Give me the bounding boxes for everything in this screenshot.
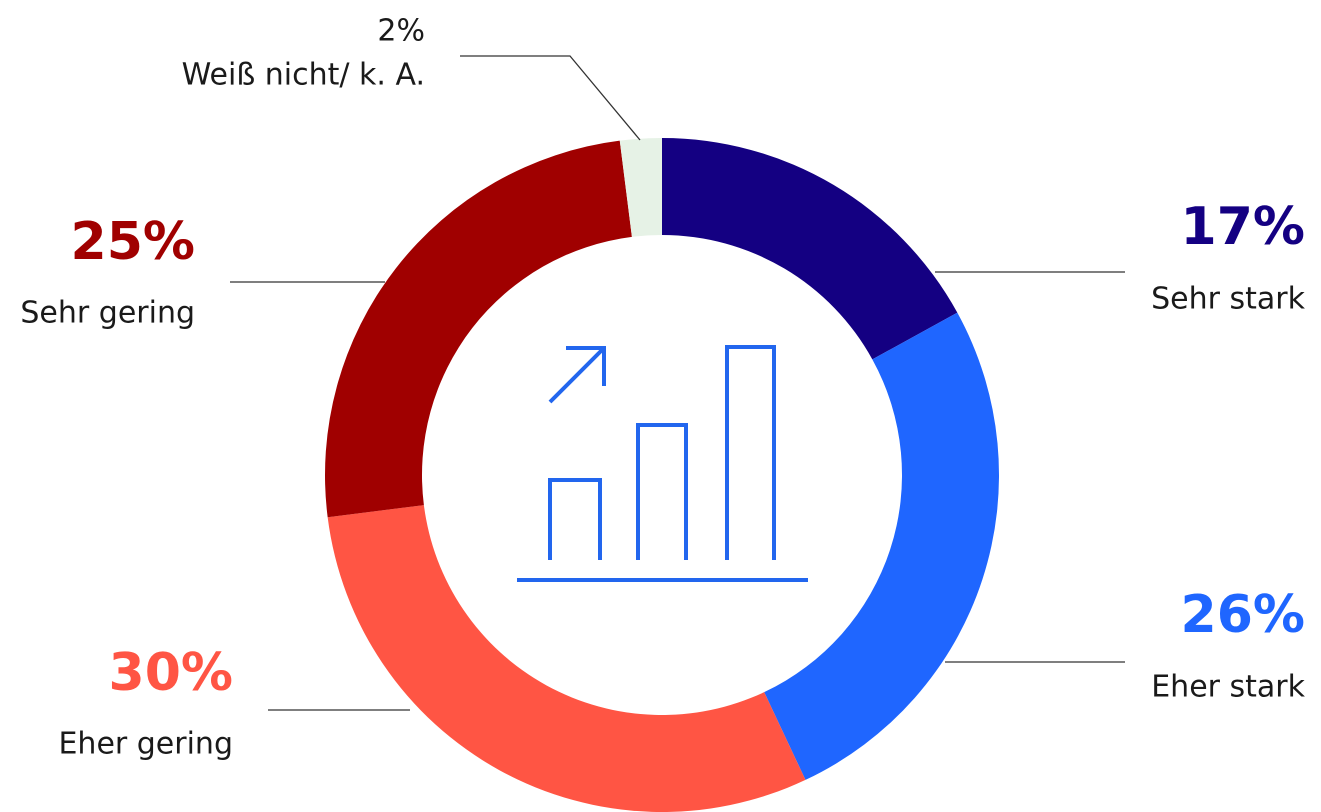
category-label: Sehr stark [1151, 282, 1305, 317]
donut-slice [619, 138, 662, 237]
donut-slice [327, 505, 806, 812]
category-label: Eher gering [58, 727, 233, 762]
value-label: 26% [1181, 585, 1305, 645]
category-label: Sehr gering [20, 296, 195, 331]
donut-slice [325, 140, 632, 518]
center-icon [517, 345, 808, 582]
leader-line [460, 55, 641, 141]
category-label: Eher stark [1151, 670, 1305, 705]
donut-slice [764, 312, 999, 780]
value-label: 30% [109, 643, 233, 703]
donut-slice [662, 138, 958, 360]
value-label: 17% [1181, 197, 1305, 257]
value-label: 25% [71, 212, 195, 272]
value-label: 2% [377, 14, 425, 49]
category-label: Weiß nicht/ k. A. [182, 58, 425, 93]
